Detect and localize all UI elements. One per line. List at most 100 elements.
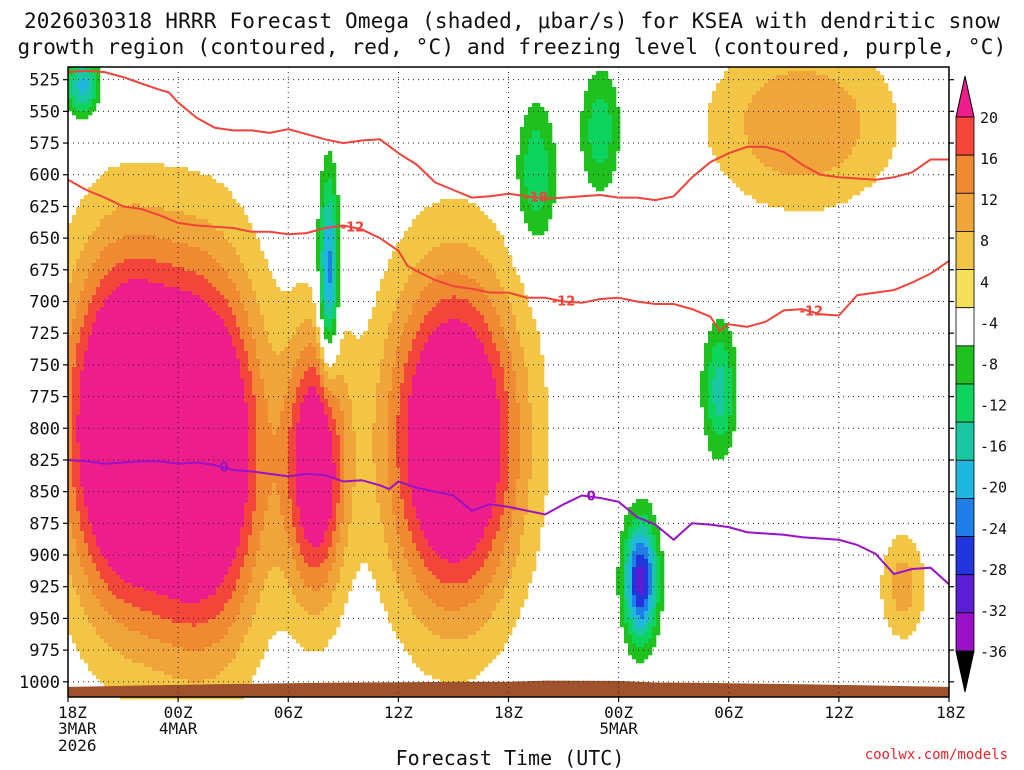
omega-cell	[96, 379, 101, 384]
omega-cell	[124, 547, 129, 552]
omega-cell	[128, 467, 133, 472]
omega-cell	[164, 407, 169, 412]
omega-cell	[196, 463, 201, 468]
omega-cell	[184, 599, 189, 604]
omega-cell	[184, 583, 189, 588]
omega-cell	[188, 515, 193, 520]
omega-cell	[156, 659, 161, 664]
omega-cell	[188, 423, 193, 428]
omega-cell	[104, 239, 109, 244]
omega-cell	[152, 259, 157, 264]
omega-cell	[108, 611, 113, 616]
omega-cell	[100, 515, 105, 520]
omega-cell	[156, 383, 161, 388]
omega-cell	[176, 491, 181, 496]
omega-cell	[92, 383, 97, 388]
omega-cell	[168, 491, 173, 496]
omega-cell	[144, 351, 149, 356]
omega-cell	[192, 635, 197, 640]
omega-cell	[120, 339, 125, 344]
omega-cell	[152, 331, 157, 336]
omega-cell	[188, 527, 193, 532]
omega-cell	[96, 503, 101, 508]
omega-cell	[100, 319, 105, 324]
omega-cell	[100, 399, 105, 404]
omega-cell	[136, 379, 141, 384]
omega-cell	[132, 307, 137, 312]
omega-cell	[212, 679, 217, 684]
omega-cell	[108, 339, 113, 344]
omega-cell	[176, 539, 181, 544]
omega-cell	[88, 251, 93, 256]
omega-cell	[136, 335, 141, 340]
omega-cell	[144, 603, 149, 608]
omega-cell	[172, 563, 177, 568]
omega-cell	[128, 583, 133, 588]
omega-cell	[176, 559, 181, 564]
omega-cell	[212, 403, 217, 408]
omega-cell	[80, 611, 85, 616]
omega-cell	[144, 419, 149, 424]
omega-cell	[180, 347, 185, 352]
omega-cell	[212, 451, 217, 456]
omega-cell	[96, 383, 101, 388]
omega-cell	[164, 359, 169, 364]
omega-cell	[180, 527, 185, 532]
omega-cell	[148, 563, 153, 568]
omega-cell	[120, 635, 125, 640]
omega-cell	[88, 487, 93, 492]
omega-cell	[88, 211, 93, 216]
omega-cell	[68, 103, 73, 108]
omega-cell	[112, 587, 117, 592]
omega-cell	[192, 555, 197, 560]
omega-cell	[188, 299, 193, 304]
omega-cell	[112, 435, 117, 440]
omega-cell	[156, 559, 161, 564]
omega-cell	[220, 199, 225, 204]
omega-cell	[80, 95, 85, 100]
omega-cell	[116, 279, 121, 284]
omega-cell	[188, 243, 193, 248]
omega-cell	[168, 335, 173, 340]
omega-cell	[180, 403, 185, 408]
omega-cell	[144, 287, 149, 292]
omega-cell	[96, 611, 101, 616]
omega-cell	[176, 271, 181, 276]
omega-cell	[72, 331, 77, 336]
omega-cell	[68, 327, 73, 332]
omega-cell	[96, 339, 101, 344]
omega-cell	[196, 503, 201, 508]
omega-cell	[68, 363, 73, 368]
omega-cell	[84, 83, 89, 88]
omega-cell	[172, 559, 177, 564]
omega-cell	[112, 447, 117, 452]
omega-cell	[156, 291, 161, 296]
omega-cell	[80, 323, 85, 328]
omega-cell	[180, 595, 185, 600]
omega-cell	[76, 375, 81, 380]
omega-cell	[144, 307, 149, 312]
omega-cell	[72, 451, 77, 456]
omega-cell	[172, 591, 177, 596]
omega-cell	[196, 519, 201, 524]
omega-cell	[140, 279, 145, 284]
omega-cell	[172, 599, 177, 604]
omega-cell	[204, 211, 209, 216]
omega-cell	[128, 471, 133, 476]
omega-cell	[200, 599, 205, 604]
omega-cell	[152, 683, 157, 688]
omega-cell	[136, 415, 141, 420]
omega-cell	[208, 203, 213, 208]
omega-cell	[120, 599, 125, 604]
omega-cell	[184, 203, 189, 208]
omega-cell	[192, 183, 197, 188]
omega-cell	[144, 571, 149, 576]
omega-cell	[140, 455, 145, 460]
omega-cell	[100, 247, 105, 252]
omega-cell	[208, 623, 213, 628]
omega-cell	[124, 519, 129, 524]
omega-cell	[108, 335, 113, 340]
omega-cell	[152, 167, 157, 172]
omega-cell	[172, 351, 177, 356]
omega-cell	[144, 515, 149, 520]
